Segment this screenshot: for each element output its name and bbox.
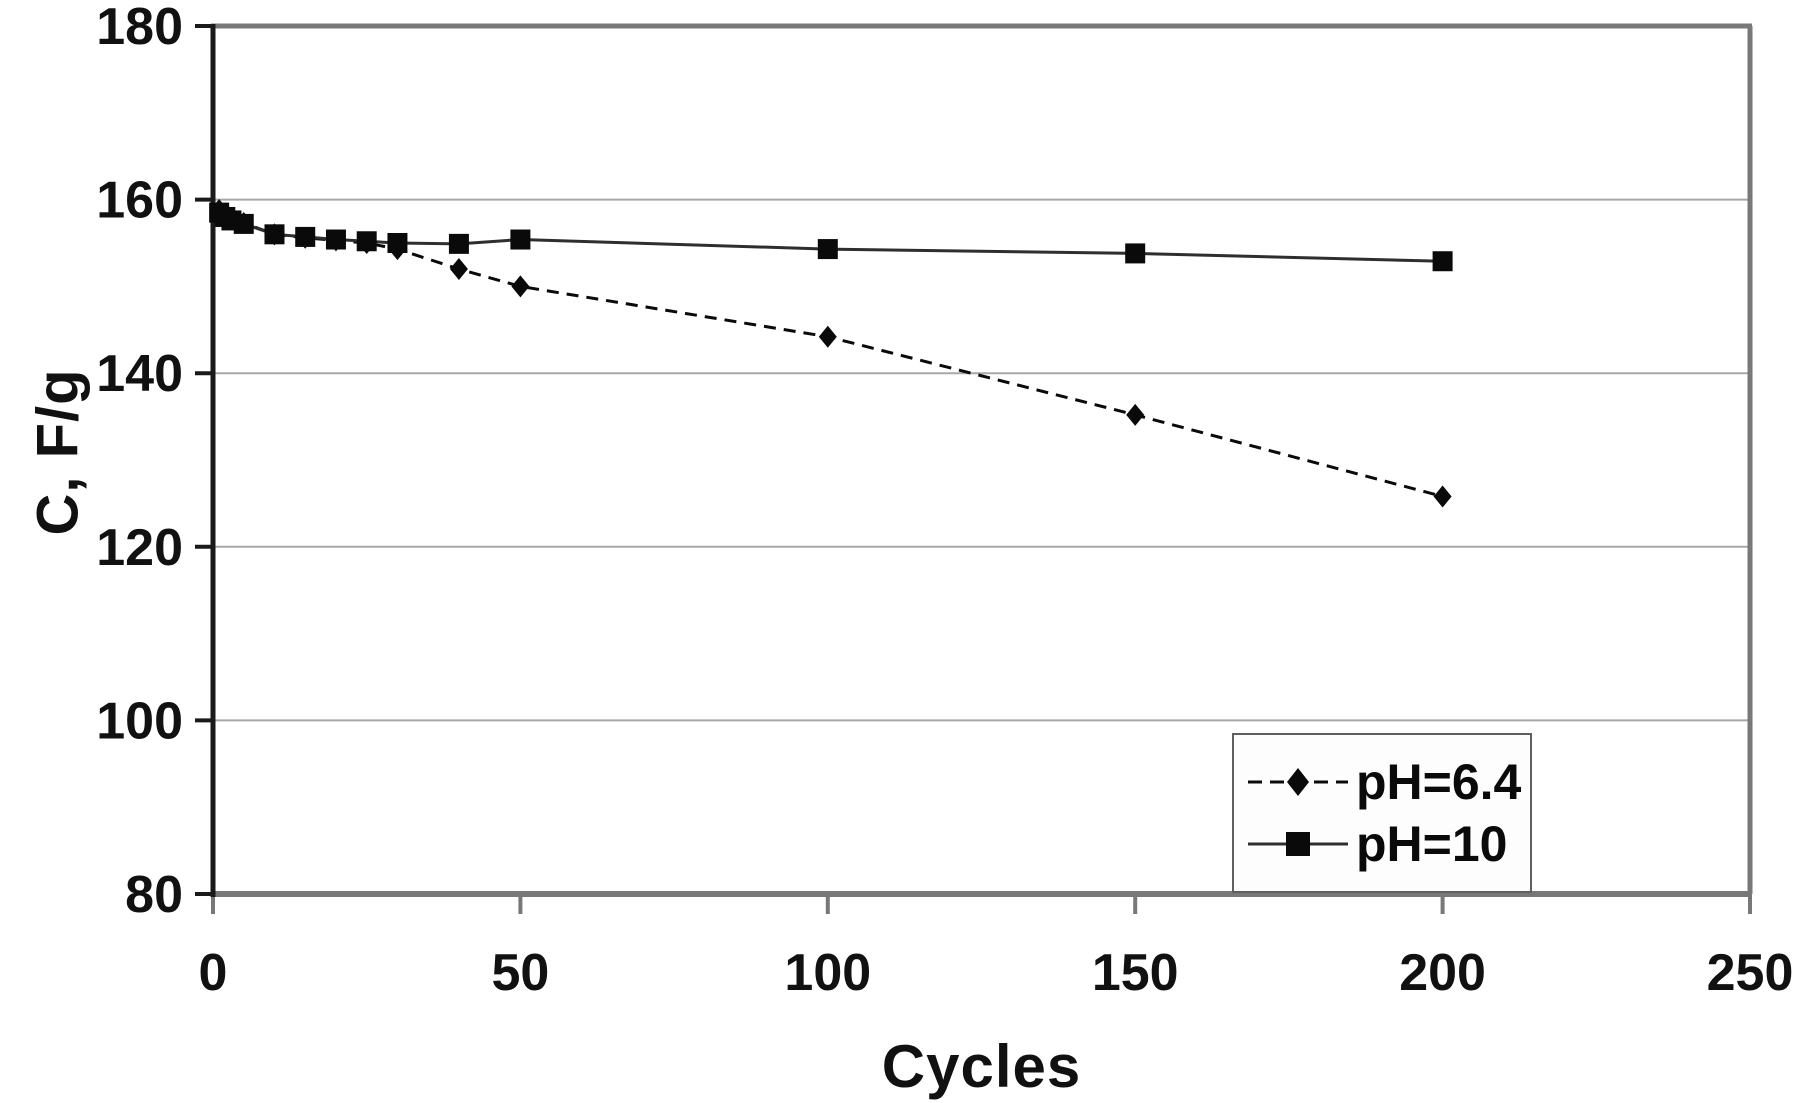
data-point-square [295, 226, 316, 247]
data-point-square [356, 231, 377, 252]
data-point-diamond [511, 275, 530, 298]
x-tick-label: 200 [1399, 944, 1486, 1002]
diamond-marker-icon [1248, 768, 1348, 796]
data-point-diamond [449, 258, 468, 281]
data-point-square [817, 239, 838, 260]
data-point-square [448, 233, 469, 254]
y-tick-label: 160 [96, 172, 183, 230]
legend-label-ph10: pH=10 [1356, 816, 1508, 872]
data-point-square [325, 229, 346, 250]
legend-row-ph64: pH=6.4 [1248, 757, 1530, 807]
y-tick-label: 80 [125, 866, 183, 924]
legend-label-ph64: pH=6.4 [1356, 754, 1522, 810]
x-tick-label: 150 [1092, 944, 1179, 1002]
data-point-square [1432, 251, 1453, 272]
y-tick-label: 120 [96, 519, 183, 577]
x-tick-label: 50 [491, 944, 549, 1002]
data-point-square [510, 229, 531, 250]
data-point-square [387, 233, 408, 253]
legend-row-ph10: pH=10 [1248, 819, 1530, 869]
data-point-square [233, 213, 254, 234]
legend: pH=6.4 pH=10 [1232, 733, 1532, 893]
y-tick-label: 100 [96, 692, 183, 750]
data-point-diamond [1433, 485, 1452, 508]
x-tick-label: 0 [199, 944, 228, 1002]
data-point-diamond [1126, 403, 1145, 426]
x-axis-title: Cycles [881, 1033, 1082, 1100]
x-tick-label: 250 [1707, 944, 1794, 1002]
x-tick-label: 100 [784, 944, 871, 1002]
y-axis-title: C, F/g [25, 368, 91, 536]
y-tick-label: 140 [96, 345, 183, 403]
data-point-square [264, 224, 285, 245]
data-point-diamond [818, 325, 837, 348]
y-tick-label: 180 [96, 0, 183, 56]
data-point-square [1125, 243, 1146, 264]
square-marker-icon [1248, 832, 1348, 856]
